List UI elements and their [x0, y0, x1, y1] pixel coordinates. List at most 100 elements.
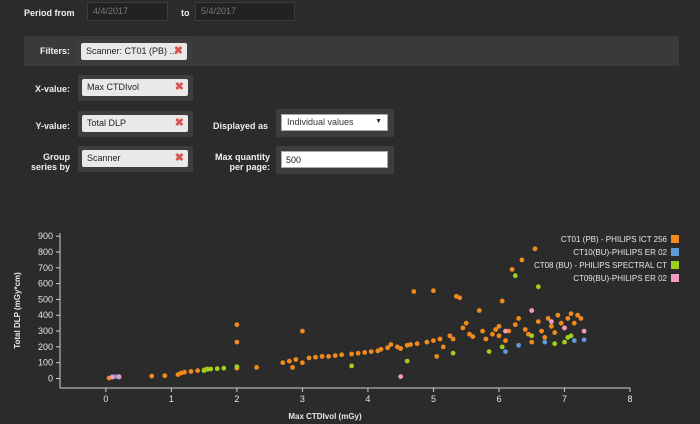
data-point-series-0 — [300, 360, 305, 366]
data-point-series-2 — [535, 284, 541, 290]
data-point-series-0 — [490, 331, 495, 337]
data-point-series-0 — [290, 365, 295, 370]
xvalue-tag[interactable]: Max CTDIvol ✖ — [82, 79, 188, 96]
x-tick-label: 6 — [496, 394, 501, 404]
group-tag[interactable]: Scanner ✖ — [82, 150, 188, 167]
data-point-series-0 — [431, 338, 436, 343]
data-point-series-2 — [499, 344, 505, 350]
data-point-series-0 — [539, 328, 544, 334]
data-point-series-0 — [149, 373, 155, 379]
legend-label: CT10(BU)-PHILIPS ER 02 — [573, 248, 667, 257]
data-point-series-3 — [398, 374, 404, 379]
remove-xvalue-icon[interactable]: ✖ — [174, 81, 184, 93]
yvalue-tag-box: Total DLP ✖ — [78, 111, 193, 137]
data-point-series-0 — [565, 316, 571, 321]
data-point-series-3 — [562, 325, 567, 331]
data-point-series-0 — [467, 331, 472, 337]
data-point-series-0 — [234, 322, 240, 328]
xvalue-tag-text: Max CTDIvol — [87, 82, 140, 92]
data-point-series-0 — [568, 311, 574, 317]
x-tick-label: 1 — [169, 394, 174, 404]
data-point-series-2 — [450, 350, 456, 356]
data-point-series-3 — [549, 319, 554, 324]
data-point-series-2 — [349, 363, 354, 369]
data-point-series-0 — [447, 333, 453, 339]
data-point-series-0 — [552, 330, 558, 335]
data-point-series-0 — [362, 350, 368, 355]
data-point-series-0 — [542, 335, 548, 340]
displayed-as-select[interactable]: Individual values ▼ — [281, 114, 388, 131]
filter-tag[interactable]: Scanner: CT01 (PB) ... ✖ — [81, 43, 187, 60]
data-point-series-0 — [575, 312, 580, 318]
x-tick-label: 8 — [627, 394, 632, 404]
data-point-series-0 — [496, 323, 502, 329]
data-point-series-3 — [116, 374, 122, 379]
data-point-series-0 — [503, 338, 508, 343]
data-point-series-0 — [182, 369, 187, 375]
data-point-series-0 — [529, 339, 535, 345]
data-point-series-0 — [457, 295, 463, 301]
xvalue-tag-box: Max CTDIvol ✖ — [78, 75, 193, 101]
period-to-label: to — [181, 8, 190, 18]
data-point-series-0 — [512, 322, 518, 328]
data-point-series-0 — [319, 354, 325, 359]
data-point-series-0 — [398, 346, 404, 351]
legend-label: CT08 (BU) - PHILIPS SPECTRAL CT — [534, 261, 667, 270]
data-point-series-0 — [188, 369, 194, 374]
x-tick-label: 7 — [562, 394, 567, 404]
y-tick-label: 200 — [38, 342, 53, 352]
y-tick-label: 600 — [38, 279, 53, 289]
y-tick-label: 0 — [48, 374, 53, 384]
yvalue-label: Y-value: — [35, 121, 70, 131]
data-point-series-0 — [558, 320, 564, 326]
data-point-series-0 — [499, 298, 505, 304]
data-point-series-0 — [440, 344, 446, 350]
remove-yvalue-icon[interactable]: ✖ — [174, 117, 184, 129]
data-point-series-0 — [368, 349, 374, 354]
displayed-as-box: Individual values ▼ — [276, 109, 394, 137]
data-point-series-0 — [460, 325, 466, 331]
y-tick-label: 100 — [38, 358, 53, 368]
data-point-series-0 — [280, 360, 286, 366]
period-to-input[interactable]: 5/4/2017 — [195, 2, 295, 21]
data-point-series-0 — [476, 308, 482, 313]
data-point-series-0 — [286, 358, 292, 364]
data-point-series-0 — [234, 339, 240, 345]
data-point-series-0 — [437, 336, 443, 342]
data-point-series-2 — [221, 365, 227, 371]
period-from-label: Period from — [24, 8, 75, 18]
data-point-series-1 — [571, 338, 577, 343]
legend-swatch — [671, 274, 679, 282]
data-point-series-0 — [378, 346, 384, 352]
data-point-series-0 — [493, 327, 499, 332]
data-point-series-0 — [313, 354, 318, 360]
data-point-series-0 — [532, 246, 538, 252]
data-point-series-2 — [568, 333, 574, 339]
data-point-series-1 — [542, 339, 548, 345]
legend-swatch — [671, 261, 679, 269]
data-point-series-0 — [408, 342, 413, 347]
data-point-series-3 — [529, 308, 535, 313]
data-point-series-0 — [355, 350, 361, 356]
data-point-series-2 — [529, 333, 535, 339]
data-point-series-3 — [110, 374, 115, 380]
max-quantity-input[interactable]: 500 — [281, 151, 388, 168]
data-point-series-0 — [549, 323, 554, 329]
data-point-series-0 — [332, 353, 338, 358]
group-tag-box: Scanner ✖ — [78, 146, 193, 172]
remove-group-icon[interactable]: ✖ — [174, 152, 184, 164]
period-from-input[interactable]: 4/4/2017 — [87, 2, 168, 21]
data-point-series-0 — [431, 288, 436, 294]
y-tick-label: 900 — [38, 231, 53, 241]
data-point-series-0 — [571, 320, 577, 326]
legend-label: CT01 (PB) - PHILIPS ICT 256 — [561, 235, 668, 244]
group-series-label: Group series by — [30, 152, 70, 172]
data-point-series-0 — [480, 328, 485, 334]
data-point-series-3 — [581, 328, 587, 334]
yvalue-tag[interactable]: Total DLP ✖ — [82, 115, 188, 132]
data-point-series-0 — [424, 339, 430, 345]
data-point-series-0 — [414, 341, 420, 347]
data-point-series-1 — [581, 337, 587, 343]
remove-filter-icon[interactable]: ✖ — [173, 45, 183, 57]
data-point-series-0 — [388, 342, 394, 347]
